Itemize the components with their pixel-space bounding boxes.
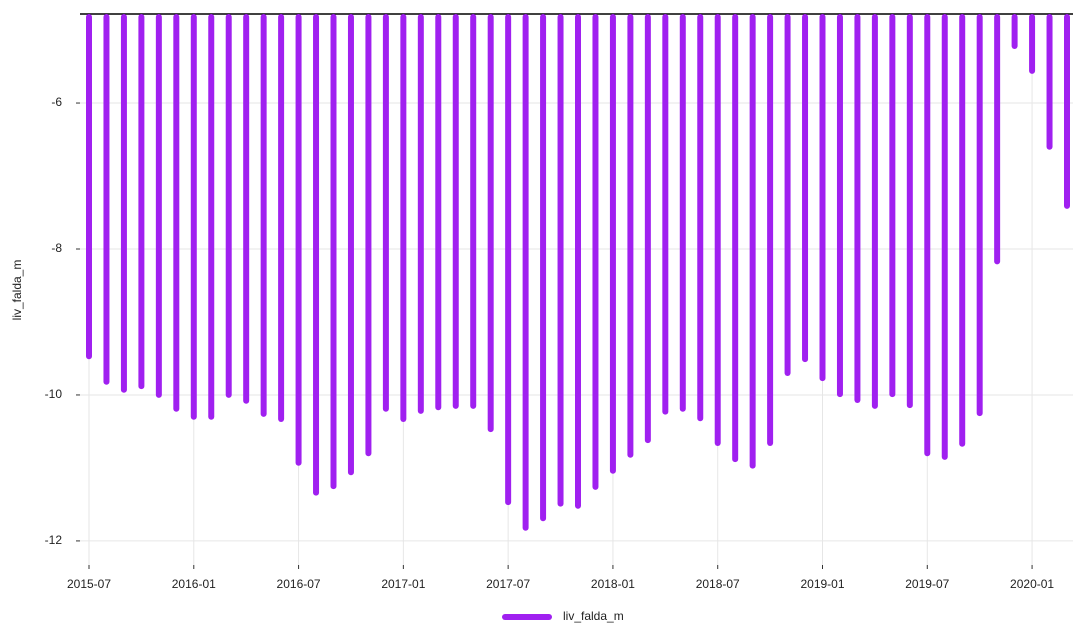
bar — [313, 14, 320, 496]
y-tick-label: -6 — [51, 95, 62, 109]
bar — [260, 14, 267, 417]
bar — [487, 14, 494, 433]
bar — [435, 14, 442, 411]
bar — [1046, 14, 1053, 150]
bar — [679, 14, 686, 412]
bar — [854, 14, 861, 403]
bar — [1011, 14, 1018, 50]
x-tick-label: 2016-01 — [172, 577, 216, 591]
bar — [994, 14, 1001, 265]
bar — [592, 14, 599, 490]
bar — [836, 14, 843, 398]
x-tick-label: 2019-07 — [905, 577, 949, 591]
bar — [400, 14, 407, 422]
bar — [295, 14, 302, 466]
bar — [347, 14, 354, 476]
bar — [382, 14, 389, 412]
bar — [278, 14, 285, 422]
bar — [86, 14, 92, 360]
bar — [243, 14, 250, 404]
x-tick-label: 2020-01 — [1010, 577, 1054, 591]
bar — [208, 14, 215, 420]
bar — [557, 14, 564, 507]
y-tick-label: -8 — [51, 241, 62, 255]
x-tick-label: 2015-07 — [67, 577, 111, 591]
x-tick-label: 2017-07 — [486, 577, 530, 591]
bar — [522, 14, 529, 531]
x-tick-label: 2018-07 — [696, 577, 740, 591]
bar — [889, 14, 896, 398]
bar — [575, 14, 581, 509]
bar — [138, 14, 145, 390]
legend-label: liv_falda_m — [563, 609, 624, 623]
bar — [155, 14, 162, 398]
bar — [959, 14, 966, 447]
bar — [819, 14, 826, 382]
x-tick-label: 2016-07 — [277, 577, 321, 591]
bar — [1029, 14, 1036, 74]
bar — [906, 14, 913, 409]
bar — [941, 14, 948, 460]
bar — [1064, 14, 1070, 209]
bar — [470, 14, 477, 409]
bar — [627, 14, 634, 458]
bar — [190, 14, 197, 420]
bar — [173, 14, 180, 412]
bar — [417, 14, 424, 414]
y-tick-label: -10 — [45, 387, 63, 401]
bar — [330, 14, 337, 490]
bar — [749, 14, 756, 469]
bar — [644, 14, 651, 444]
bar — [452, 14, 459, 409]
y-axis-label: liv_falda_m — [10, 260, 24, 321]
bar — [802, 14, 809, 363]
bar — [662, 14, 669, 415]
bar — [976, 14, 983, 417]
bar — [103, 14, 110, 385]
bar — [609, 14, 616, 474]
bar — [225, 14, 232, 398]
bar — [871, 14, 878, 409]
bar — [120, 14, 127, 393]
bar — [540, 14, 547, 522]
x-tick-label: 2018-01 — [591, 577, 635, 591]
bar — [697, 14, 704, 422]
bar — [732, 14, 739, 463]
bar — [505, 14, 512, 506]
bar — [714, 14, 721, 447]
bar — [784, 14, 791, 376]
bar — [365, 14, 372, 457]
x-tick-label: 2017-01 — [381, 577, 425, 591]
bar — [767, 14, 774, 447]
y-tick-label: -12 — [45, 533, 63, 547]
bar — [924, 14, 931, 457]
x-tick-label: 2019-01 — [800, 577, 844, 591]
